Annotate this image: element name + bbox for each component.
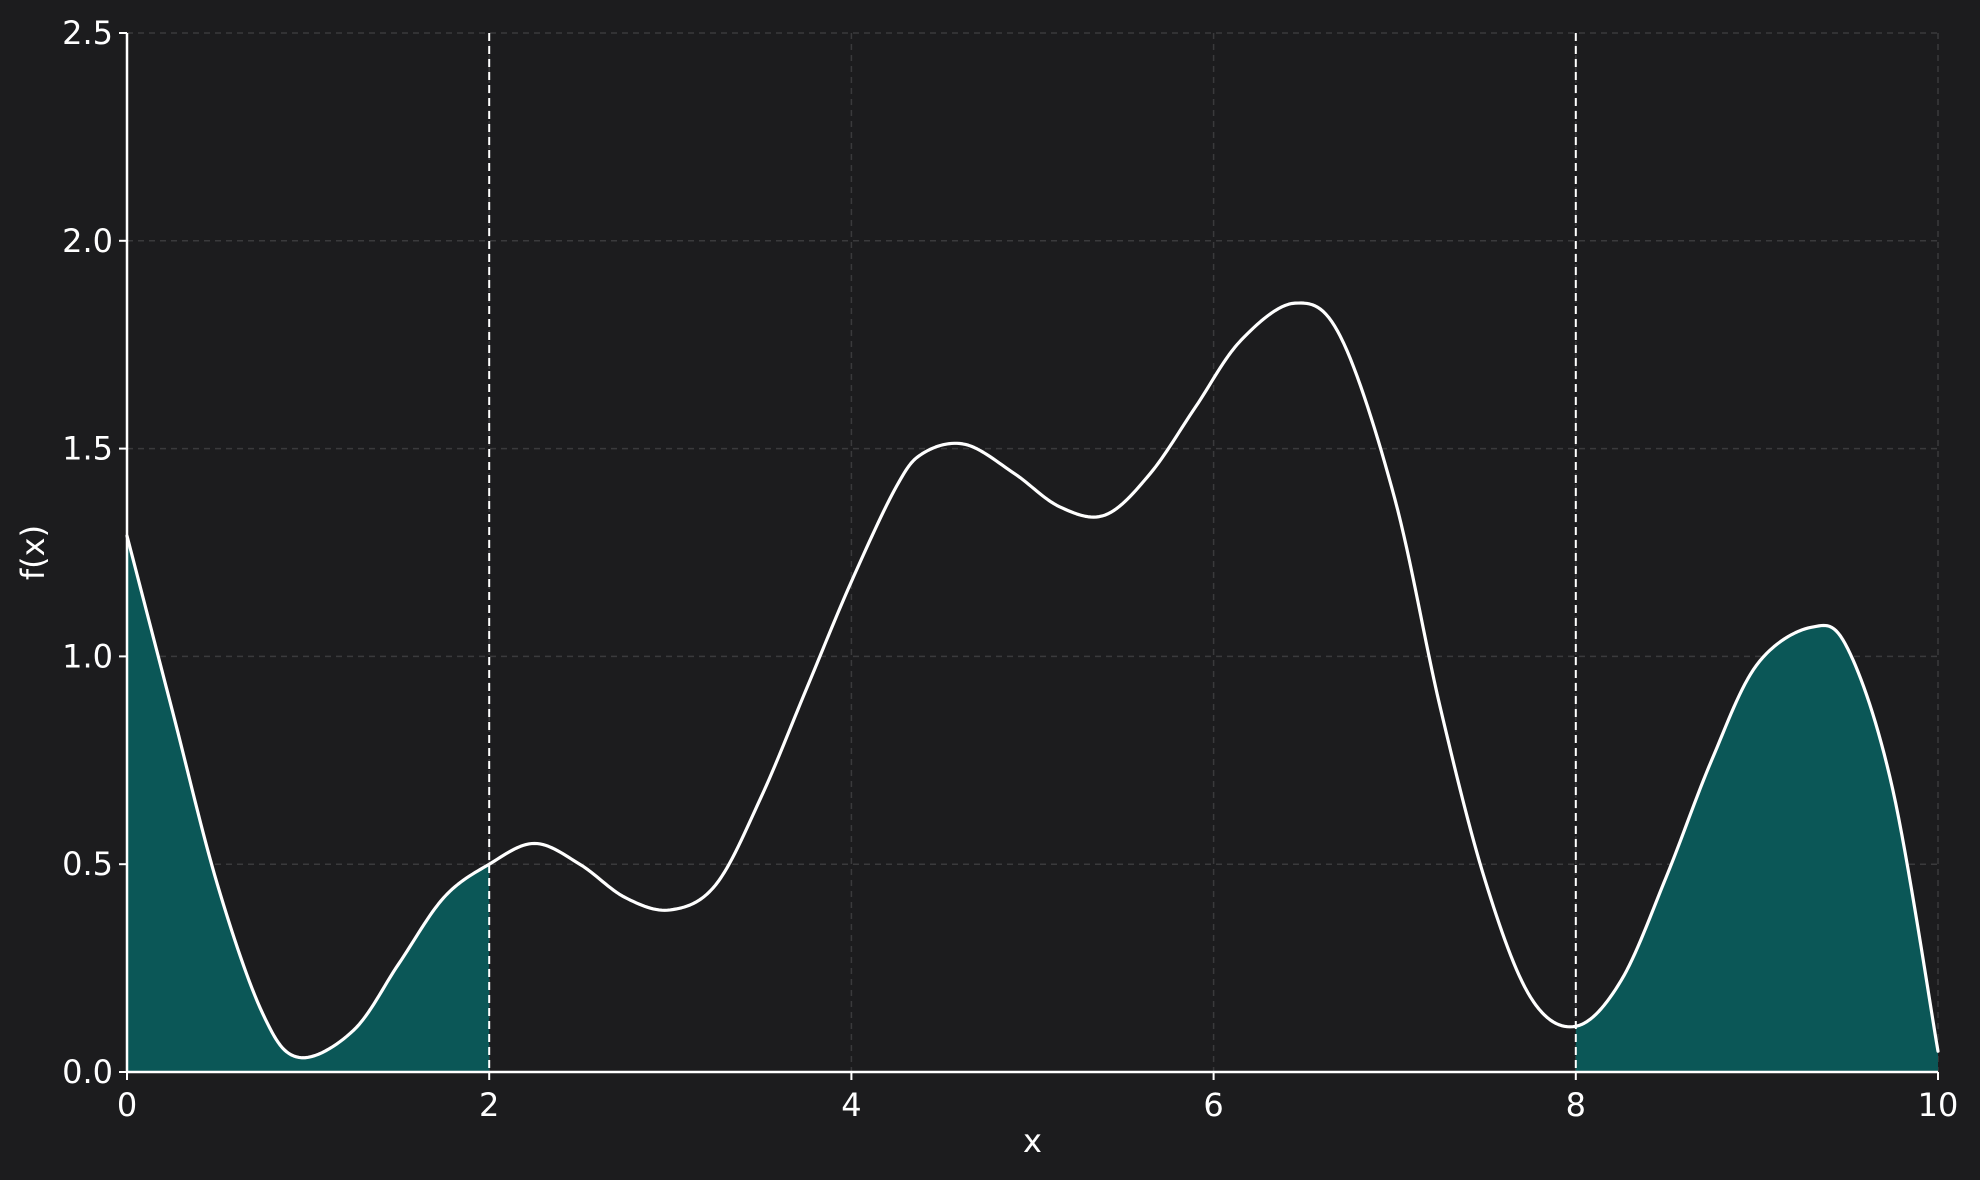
y-tick-label: 2.0 — [62, 222, 113, 260]
x-tick-label: 10 — [1918, 1086, 1959, 1124]
shaded-regions — [127, 535, 1938, 1072]
y-tick-label: 1.5 — [62, 430, 113, 468]
tick-labels: 0 2 4 6 8 10 0.0 0.5 1.0 1.5 2.0 2.5 — [62, 14, 1958, 1124]
y-tick-label: 1.0 — [62, 637, 113, 675]
series-line — [125, 301, 1940, 1060]
y-tick-label: 0.5 — [62, 845, 113, 883]
grid — [127, 32, 1939, 1072]
x-tick-label: 0 — [117, 1086, 137, 1124]
y-tick-label: 0.0 — [62, 1053, 113, 1091]
curve-layer — [125, 301, 1940, 1060]
x-tick-label: 8 — [1566, 1086, 1586, 1124]
y-tick-label: 2.5 — [62, 14, 113, 52]
x-tick-label: 4 — [841, 1086, 861, 1124]
vertical-markers — [488, 33, 1577, 1072]
shaded-region — [1575, 625, 1938, 1072]
axes — [125, 33, 1938, 1074]
x-tick-label: 2 — [479, 1086, 499, 1124]
y-axis-label: f(x) — [14, 525, 52, 580]
shaded-region — [127, 535, 490, 1072]
x-tick-label: 6 — [1203, 1086, 1223, 1124]
x-axis-label: x — [1023, 1122, 1042, 1160]
